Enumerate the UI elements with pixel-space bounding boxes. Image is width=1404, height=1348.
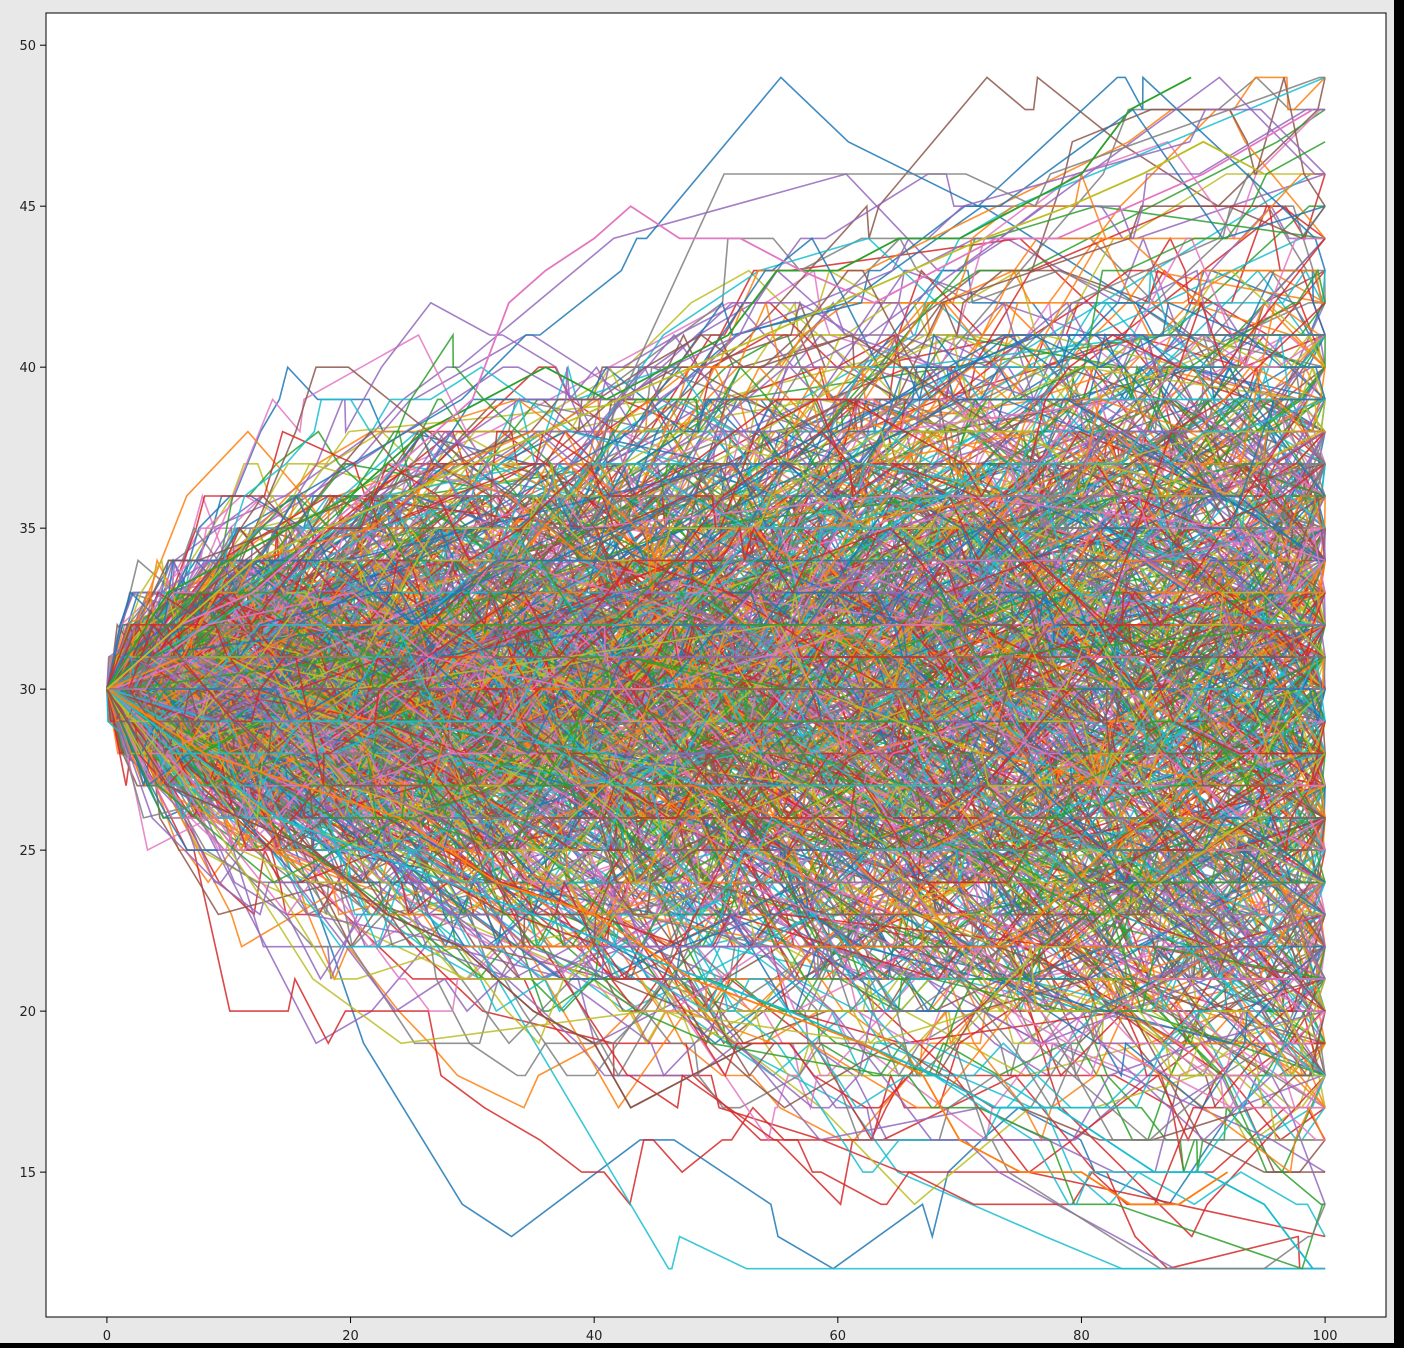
x-tick-label: 40 (586, 1329, 603, 1343)
y-tick-label: 25 (19, 844, 36, 859)
series-line (106, 688, 1326, 980)
series-line (106, 367, 1326, 819)
y-tick-label: 45 (19, 200, 36, 215)
series-line (106, 623, 1326, 917)
outlier-series-line (106, 140, 1265, 690)
series-line (106, 525, 1326, 786)
series-line (106, 623, 1326, 1012)
series-line (106, 688, 1326, 1173)
series-line (106, 688, 1326, 1270)
outlier-series-line (106, 688, 1314, 1270)
series-line (106, 591, 1326, 723)
x-tick-label: 100 (1313, 1329, 1338, 1343)
series-line (106, 688, 1326, 1045)
series-line (106, 688, 1326, 1207)
x-tick-label: 0 (103, 1329, 111, 1343)
series-line (106, 269, 1326, 723)
x-tick-label: 60 (830, 1329, 847, 1343)
series-line (106, 688, 1326, 1045)
series-line (106, 688, 1326, 948)
highlight-layer (106, 76, 1314, 1270)
plot-frame (45, 12, 1387, 1318)
series-line (106, 495, 1326, 755)
x-tick-label: 80 (1073, 1329, 1090, 1343)
y-tick-label: 50 (19, 39, 36, 54)
y-tick-label: 20 (19, 1005, 36, 1020)
series-line (106, 591, 1326, 787)
y-tick-label: 15 (19, 1166, 36, 1181)
series-line (106, 398, 1326, 723)
series-line (106, 688, 1326, 1141)
series-line (106, 688, 1326, 1109)
series-line (106, 237, 1326, 690)
series-line (106, 688, 1326, 916)
y-tick-label: 30 (19, 683, 36, 698)
series-line (106, 688, 1326, 1077)
series-line (106, 173, 1326, 690)
series-line (106, 302, 1326, 755)
series-line (106, 688, 1326, 947)
series-line (106, 75, 1326, 690)
series-line (106, 398, 1326, 980)
outlier-series-line (106, 76, 1192, 690)
series-line (106, 559, 1326, 980)
series-line (106, 591, 1326, 883)
series-line (106, 558, 1326, 723)
series-line (106, 462, 1326, 690)
y-tick-label: 35 (19, 522, 36, 537)
series-line (106, 688, 1326, 1141)
series-line (106, 334, 1326, 690)
series-line (106, 462, 1326, 691)
series-line (106, 494, 1326, 820)
outlier-series-line (106, 688, 753, 1109)
series-line (106, 688, 1326, 1013)
series-line (106, 558, 1326, 948)
x-tick-label: 20 (342, 1329, 359, 1343)
series-line (106, 655, 1326, 851)
series-line (106, 559, 1326, 691)
series-line (106, 559, 1326, 852)
series-line (106, 688, 1326, 1045)
series-line (106, 430, 1326, 723)
y-tick-label: 40 (19, 361, 36, 376)
y-axis: 15 20 25 30 35 40 45 50 (19, 39, 46, 1181)
outlier-series-line (106, 688, 1229, 1206)
x-axis: 0 20 40 60 80 100 (103, 1317, 1338, 1343)
outlier-series-line (106, 108, 1314, 690)
series-line (106, 334, 1326, 690)
